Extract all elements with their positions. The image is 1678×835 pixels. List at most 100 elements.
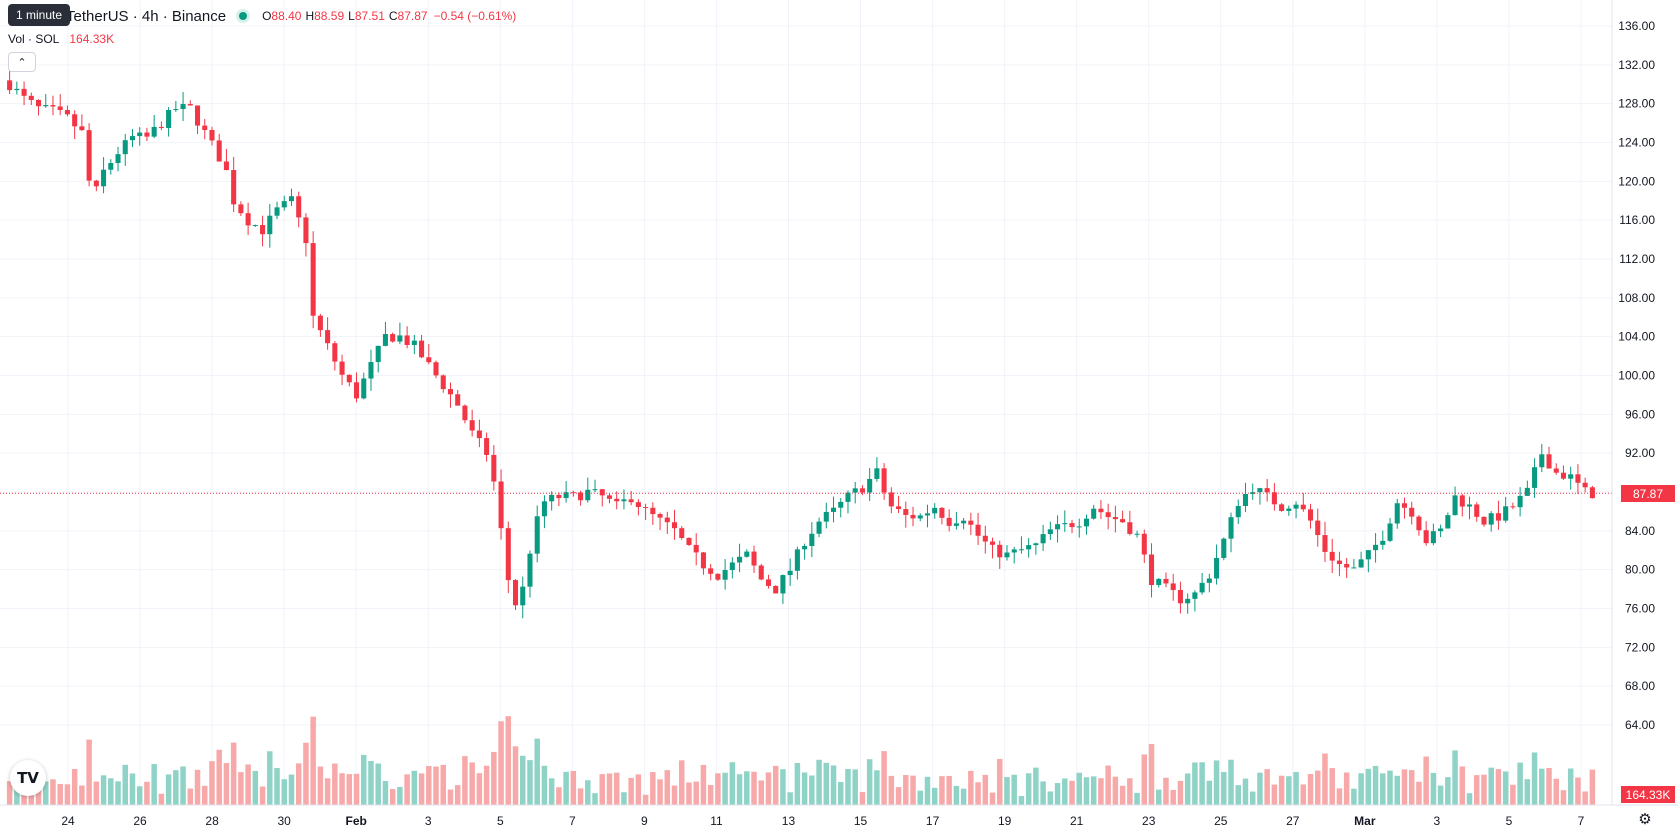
candle-body [1582, 482, 1588, 488]
volume-bar [245, 764, 251, 805]
volume-bar [1524, 779, 1531, 805]
candle-body [1134, 533, 1140, 535]
candle-body [765, 579, 772, 586]
candle-body [686, 537, 692, 545]
candle-body [1293, 504, 1299, 509]
volume-bar [686, 782, 692, 805]
collapse-legend-button[interactable]: ⌃ [8, 52, 36, 72]
time-tick-label: Mar [1354, 814, 1376, 828]
volume-bar [1170, 789, 1176, 805]
candle-body [1423, 530, 1429, 544]
volume-bar [520, 755, 526, 805]
candle-body [21, 88, 27, 96]
candle-body [1387, 523, 1393, 541]
candle-body [1011, 549, 1017, 553]
volume-bar [968, 770, 974, 805]
candle-body [1192, 592, 1198, 599]
volume-bar [151, 764, 157, 805]
candle-body [1033, 543, 1039, 546]
volume-bar [418, 773, 425, 805]
candle-body [729, 562, 735, 571]
high-label: H [305, 9, 315, 23]
candle-body [845, 492, 851, 502]
low-label: L [348, 9, 355, 23]
volume-bar [823, 762, 830, 805]
volume-bar [1560, 790, 1567, 805]
volume-bar [375, 763, 381, 805]
volume-bar [1481, 774, 1487, 805]
volume-bar [267, 751, 273, 805]
volume-bar [1517, 762, 1523, 805]
candle-body [758, 565, 764, 580]
volume-bar [787, 792, 793, 805]
symbol-title[interactable]: TetherUS · 4h · Binance [66, 7, 227, 25]
volume-bar [671, 785, 678, 805]
gear-icon[interactable]: ⚙ [1638, 811, 1652, 828]
candle-body [303, 217, 309, 244]
volume-bar [50, 779, 56, 805]
volume-bar [1264, 769, 1270, 805]
volume-bar [86, 739, 92, 805]
candle-body [578, 492, 584, 501]
candle-body [838, 501, 844, 508]
tradingview-logo-icon[interactable]: TV [10, 760, 46, 796]
candle-body [339, 361, 345, 375]
volume-bar [556, 787, 562, 805]
candle-body [498, 481, 504, 529]
price-tick-label: 112.00 [1619, 252, 1655, 266]
candle-body [50, 105, 56, 107]
candle-body [1112, 517, 1118, 520]
volume-bar [202, 785, 208, 805]
candle-body [1401, 503, 1408, 508]
candle-body [708, 568, 714, 574]
candle-body [7, 80, 13, 91]
volume-bar [1358, 773, 1364, 805]
candle-body [1452, 495, 1458, 516]
candle-body [614, 498, 620, 502]
candle-body [1271, 492, 1277, 505]
change-value: −0.54 (−0.61%) [433, 9, 517, 23]
candle-body [455, 394, 461, 406]
candle-body [1148, 554, 1155, 586]
volume-bar [1069, 780, 1075, 805]
candle-body [780, 575, 786, 594]
time-tick-label: 7 [569, 814, 576, 828]
volume-bar [1213, 760, 1220, 805]
candle-body [1430, 531, 1436, 544]
candle-body [1221, 538, 1227, 558]
candle-body [332, 343, 338, 362]
candle-body [1300, 504, 1306, 510]
volume-bar [1228, 759, 1234, 805]
candle-body [896, 506, 902, 510]
candle-body [35, 99, 42, 107]
volume-bar [129, 773, 136, 805]
volume-bar [1582, 791, 1588, 805]
volume-bar [43, 781, 49, 805]
volume-bar [1271, 784, 1278, 805]
volume-bar [642, 794, 649, 805]
candle-body [317, 315, 323, 331]
volume-bar [534, 738, 540, 805]
candle-body [491, 454, 497, 482]
candle-body [115, 154, 121, 164]
volume-bar [635, 774, 642, 805]
candle-body [64, 110, 70, 115]
volume-bar [830, 765, 837, 805]
volume-bar [794, 762, 801, 805]
price-tick-label: 100.00 [1618, 369, 1655, 383]
volume-legend[interactable]: Vol · SOL 164.33K [8, 32, 114, 46]
volume-bar [1531, 752, 1538, 805]
volume-bar [541, 765, 548, 805]
candle-body [910, 514, 916, 519]
candle-body [1055, 524, 1061, 530]
candle-body [1083, 518, 1090, 527]
candle-body [1250, 492, 1256, 494]
volume-bar [1502, 771, 1509, 805]
candle-body [397, 335, 403, 342]
candle-body [1018, 549, 1024, 551]
volume-bar [93, 781, 100, 805]
volume-bar [881, 751, 887, 805]
candle-body [238, 204, 244, 214]
